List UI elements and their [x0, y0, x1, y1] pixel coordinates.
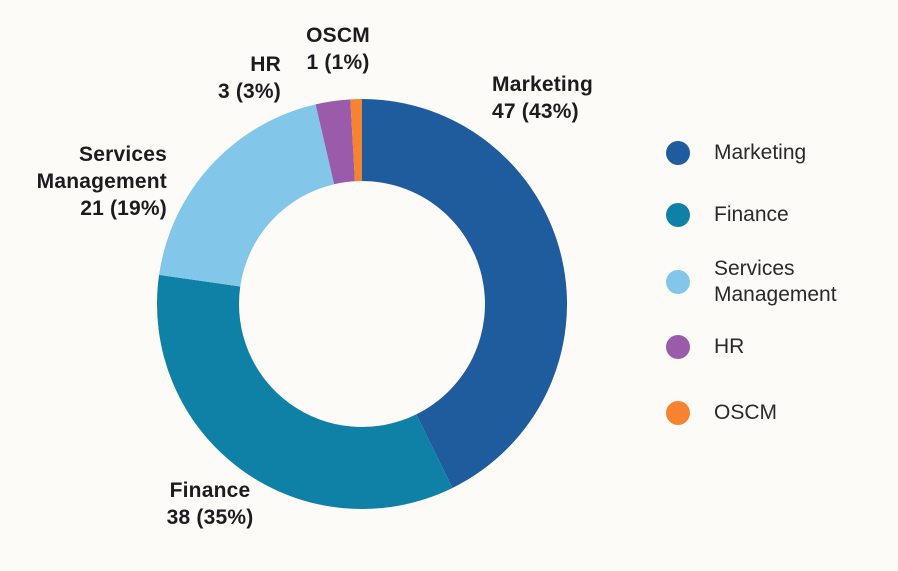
slice-label-oscm-value: 1 (1%) — [306, 51, 370, 74]
legend-item-hr: HR — [666, 334, 874, 360]
slice-label-services-value: 21 (19%) — [80, 197, 167, 220]
slice-label-services-name-line2: Management — [36, 170, 167, 193]
legend-item-marketing: Marketing — [666, 140, 874, 166]
slice-label-hr-value: 3 (3%) — [217, 80, 281, 103]
legend-label-finance: Finance — [714, 203, 789, 226]
slice-label-oscm-name: OSCM — [306, 24, 370, 47]
legend-label-oscm: OSCM — [714, 401, 777, 424]
legend-swatch-services-management — [666, 270, 690, 294]
slice-label-marketing-value: 47 (43%) — [492, 100, 579, 123]
legend-swatch-marketing — [666, 141, 690, 165]
legend-label-hr: HR — [714, 335, 745, 358]
legend-item-services-management: Services Management — [666, 256, 874, 308]
donut-chart — [157, 99, 567, 509]
donut-slice-finance — [157, 274, 453, 509]
donut-slice-oscm — [350, 99, 362, 182]
slice-label-services-name-line1: Services — [78, 143, 167, 166]
legend-item-finance: Finance — [666, 202, 874, 228]
slice-label-finance-value: 38 (35%) — [166, 506, 254, 529]
legend-item-oscm: OSCM — [666, 400, 874, 426]
slice-label-services-management: Services Management 21 (19%) — [37, 141, 167, 222]
legend-label-services-management: Services Management — [714, 257, 837, 306]
legend-swatch-oscm — [666, 401, 690, 425]
legend-swatch-finance — [666, 203, 690, 227]
slice-label-finance-name: Finance — [169, 479, 251, 502]
legend-label-marketing: Marketing — [714, 141, 807, 164]
slice-label-finance: Finance 38 (35%) — [167, 477, 254, 531]
slice-label-marketing-name: Marketing — [492, 73, 593, 96]
slice-label-hr-name: HR — [250, 53, 281, 76]
legend: Marketing Finance Services Management HR OSC… — [666, 0, 898, 571]
donut-slice-hr — [315, 99, 355, 185]
slice-label-hr: HR 3 (3%) — [218, 51, 281, 105]
slice-label-oscm: OSCM 1 (1%) — [306, 22, 370, 76]
legend-swatch-hr — [666, 335, 690, 359]
donut-slice-services-management — [159, 104, 335, 287]
slice-label-marketing: Marketing 47 (43%) — [492, 71, 593, 125]
donut-slice-marketing — [362, 99, 567, 488]
